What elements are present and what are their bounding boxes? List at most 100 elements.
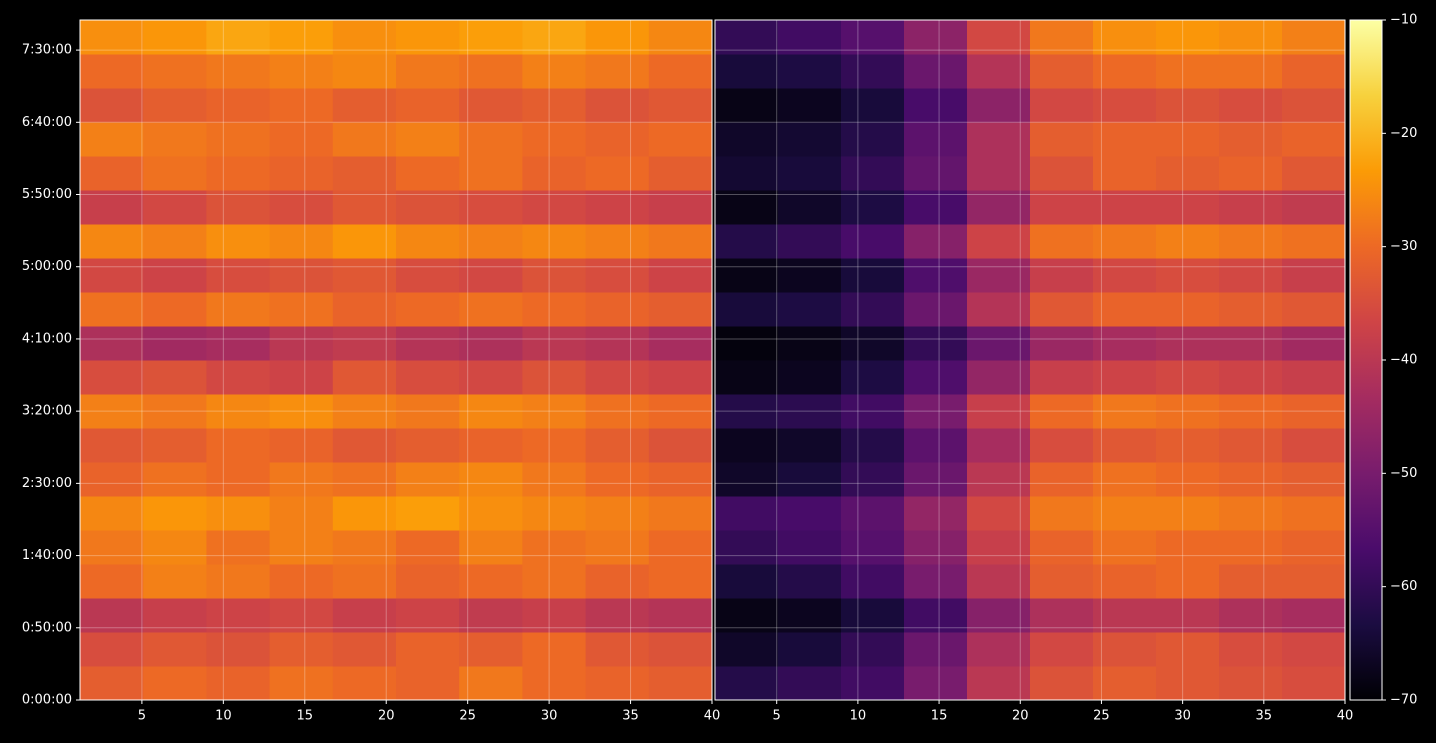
heat-cell	[841, 462, 905, 497]
x-tick-label: 20	[1012, 709, 1029, 724]
heat-cell	[1219, 88, 1283, 123]
heat-cell	[1093, 632, 1157, 667]
heat-cell	[522, 360, 587, 395]
heat-cell	[585, 428, 650, 463]
heat-cell	[1093, 258, 1157, 293]
heat-cell	[778, 54, 842, 89]
heat-cell	[332, 462, 397, 497]
heat-cell	[143, 428, 207, 463]
heat-cell	[841, 530, 905, 565]
heat-cell	[904, 394, 968, 429]
heat-cell	[1156, 598, 1220, 633]
y-tick-label: 6:40:00	[22, 115, 72, 130]
heat-cell	[715, 88, 779, 123]
heat-cell	[80, 394, 144, 429]
heat-cell	[269, 88, 334, 123]
heat-cell	[778, 190, 842, 225]
heat-cell	[904, 258, 968, 293]
x-tick-label: 35	[1256, 709, 1273, 724]
heat-cell	[459, 292, 523, 327]
heat-cell	[585, 190, 650, 225]
heat-cell	[1030, 564, 1094, 599]
heat-cell	[715, 666, 779, 701]
heat-cell	[522, 394, 587, 429]
heat-cell	[459, 530, 523, 565]
heat-cell	[1219, 122, 1283, 157]
heat-cell	[1156, 632, 1220, 667]
heat-cell	[1282, 496, 1346, 531]
heat-cell	[648, 428, 713, 463]
heat-cell	[332, 326, 397, 361]
heat-cell	[143, 496, 207, 531]
heat-cell	[841, 564, 905, 599]
heat-cell	[778, 156, 842, 191]
heat-cell	[396, 88, 460, 123]
heat-cell	[841, 156, 905, 191]
heat-cell	[904, 156, 968, 191]
heat-cell	[396, 326, 460, 361]
heat-cell	[80, 360, 144, 395]
heat-cell	[522, 666, 587, 701]
heat-cell	[396, 54, 460, 89]
heat-cell	[778, 666, 842, 701]
heat-cell	[715, 190, 779, 225]
heat-cell	[1219, 428, 1283, 463]
heat-cell	[522, 54, 587, 89]
heat-cell	[841, 292, 905, 327]
heat-cell	[143, 156, 207, 191]
heat-cell	[715, 360, 779, 395]
heat-cell	[967, 564, 1031, 599]
heat-cell	[396, 20, 460, 55]
heat-cell	[841, 54, 905, 89]
heat-cell	[332, 122, 397, 157]
heat-cell	[522, 530, 587, 565]
heat-cell	[967, 462, 1031, 497]
heat-cell	[648, 156, 713, 191]
heat-cell	[522, 428, 587, 463]
x-tick-label: 15	[931, 709, 948, 724]
heat-cell	[1219, 632, 1283, 667]
heat-cell	[585, 88, 650, 123]
heat-cell	[269, 122, 334, 157]
heat-cell	[206, 564, 271, 599]
heat-cell	[585, 632, 650, 667]
heat-cell	[904, 428, 968, 463]
heat-cell	[80, 530, 144, 565]
heat-cell	[396, 666, 460, 701]
heat-cell	[80, 428, 144, 463]
heat-cell	[522, 258, 587, 293]
heat-cell	[1282, 224, 1346, 259]
heat-cell	[459, 326, 523, 361]
heat-cell	[715, 496, 779, 531]
heat-cell	[459, 428, 523, 463]
heat-cell	[841, 326, 905, 361]
heat-cell	[648, 632, 713, 667]
heat-cell	[1030, 428, 1094, 463]
heat-cell	[1156, 428, 1220, 463]
heat-cell	[206, 224, 271, 259]
heat-cell	[459, 258, 523, 293]
heat-cell	[648, 598, 713, 633]
heat-cell	[648, 666, 713, 701]
colorbar-tick-label: −20	[1390, 126, 1417, 141]
heat-cell	[585, 122, 650, 157]
heat-cell	[522, 462, 587, 497]
colorbar-tick-label: −30	[1390, 239, 1417, 254]
heat-cell	[648, 292, 713, 327]
heat-cell	[143, 462, 207, 497]
heat-cell	[459, 20, 523, 55]
heat-cell	[269, 190, 334, 225]
heat-cell	[778, 122, 842, 157]
heat-cell	[206, 666, 271, 701]
heat-cell	[967, 224, 1031, 259]
heat-cell	[715, 394, 779, 429]
heat-cell	[967, 88, 1031, 123]
heat-cell	[143, 258, 207, 293]
heat-cell	[332, 54, 397, 89]
heat-cell	[522, 224, 587, 259]
heat-cell	[1282, 190, 1346, 225]
heat-cell	[1030, 156, 1094, 191]
heat-cell	[1093, 666, 1157, 701]
heat-cell	[967, 496, 1031, 531]
heat-cell	[80, 20, 144, 55]
